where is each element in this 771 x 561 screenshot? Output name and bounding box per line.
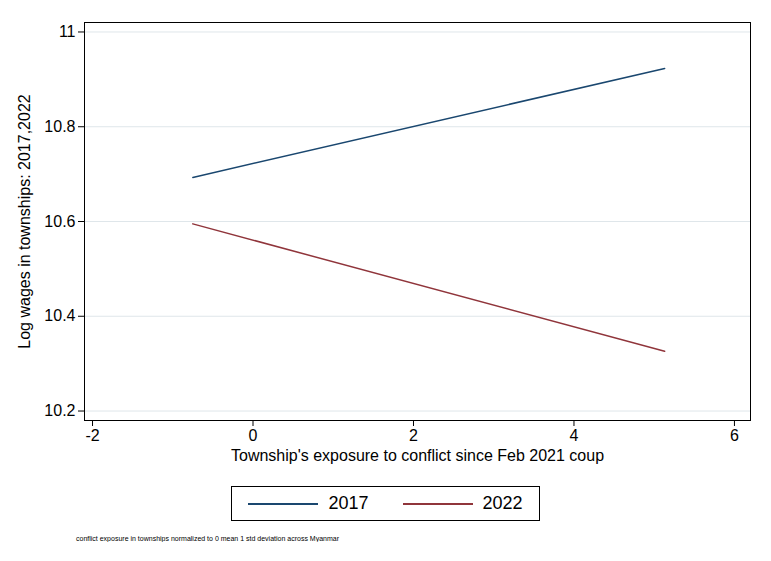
svg-text:-2: -2 (85, 427, 99, 444)
svg-text:10.6: 10.6 (44, 213, 75, 230)
svg-text:2: 2 (409, 427, 418, 444)
html-text:2022: 2022 (482, 493, 523, 513)
svg-text:0: 0 (249, 427, 258, 444)
svg-text:10.8: 10.8 (44, 118, 75, 135)
svg-text:Township's exposure to conflic: Township's exposure to conflict since Fe… (231, 447, 604, 464)
svg-text:4: 4 (570, 427, 579, 444)
html-text:conflict exposure in townships: conflict exposure in townships normalize… (76, 535, 339, 542)
html-text:2017: 2017 (328, 493, 369, 513)
svg-text:10.4: 10.4 (44, 307, 75, 324)
svg-text:11: 11 (59, 23, 76, 40)
svg-text:6: 6 (730, 427, 739, 444)
svg-text:10.2: 10.2 (44, 402, 75, 419)
svg-text:Log wages in townships: 2017,2: Log wages in townships: 2017,2022 (16, 94, 33, 349)
